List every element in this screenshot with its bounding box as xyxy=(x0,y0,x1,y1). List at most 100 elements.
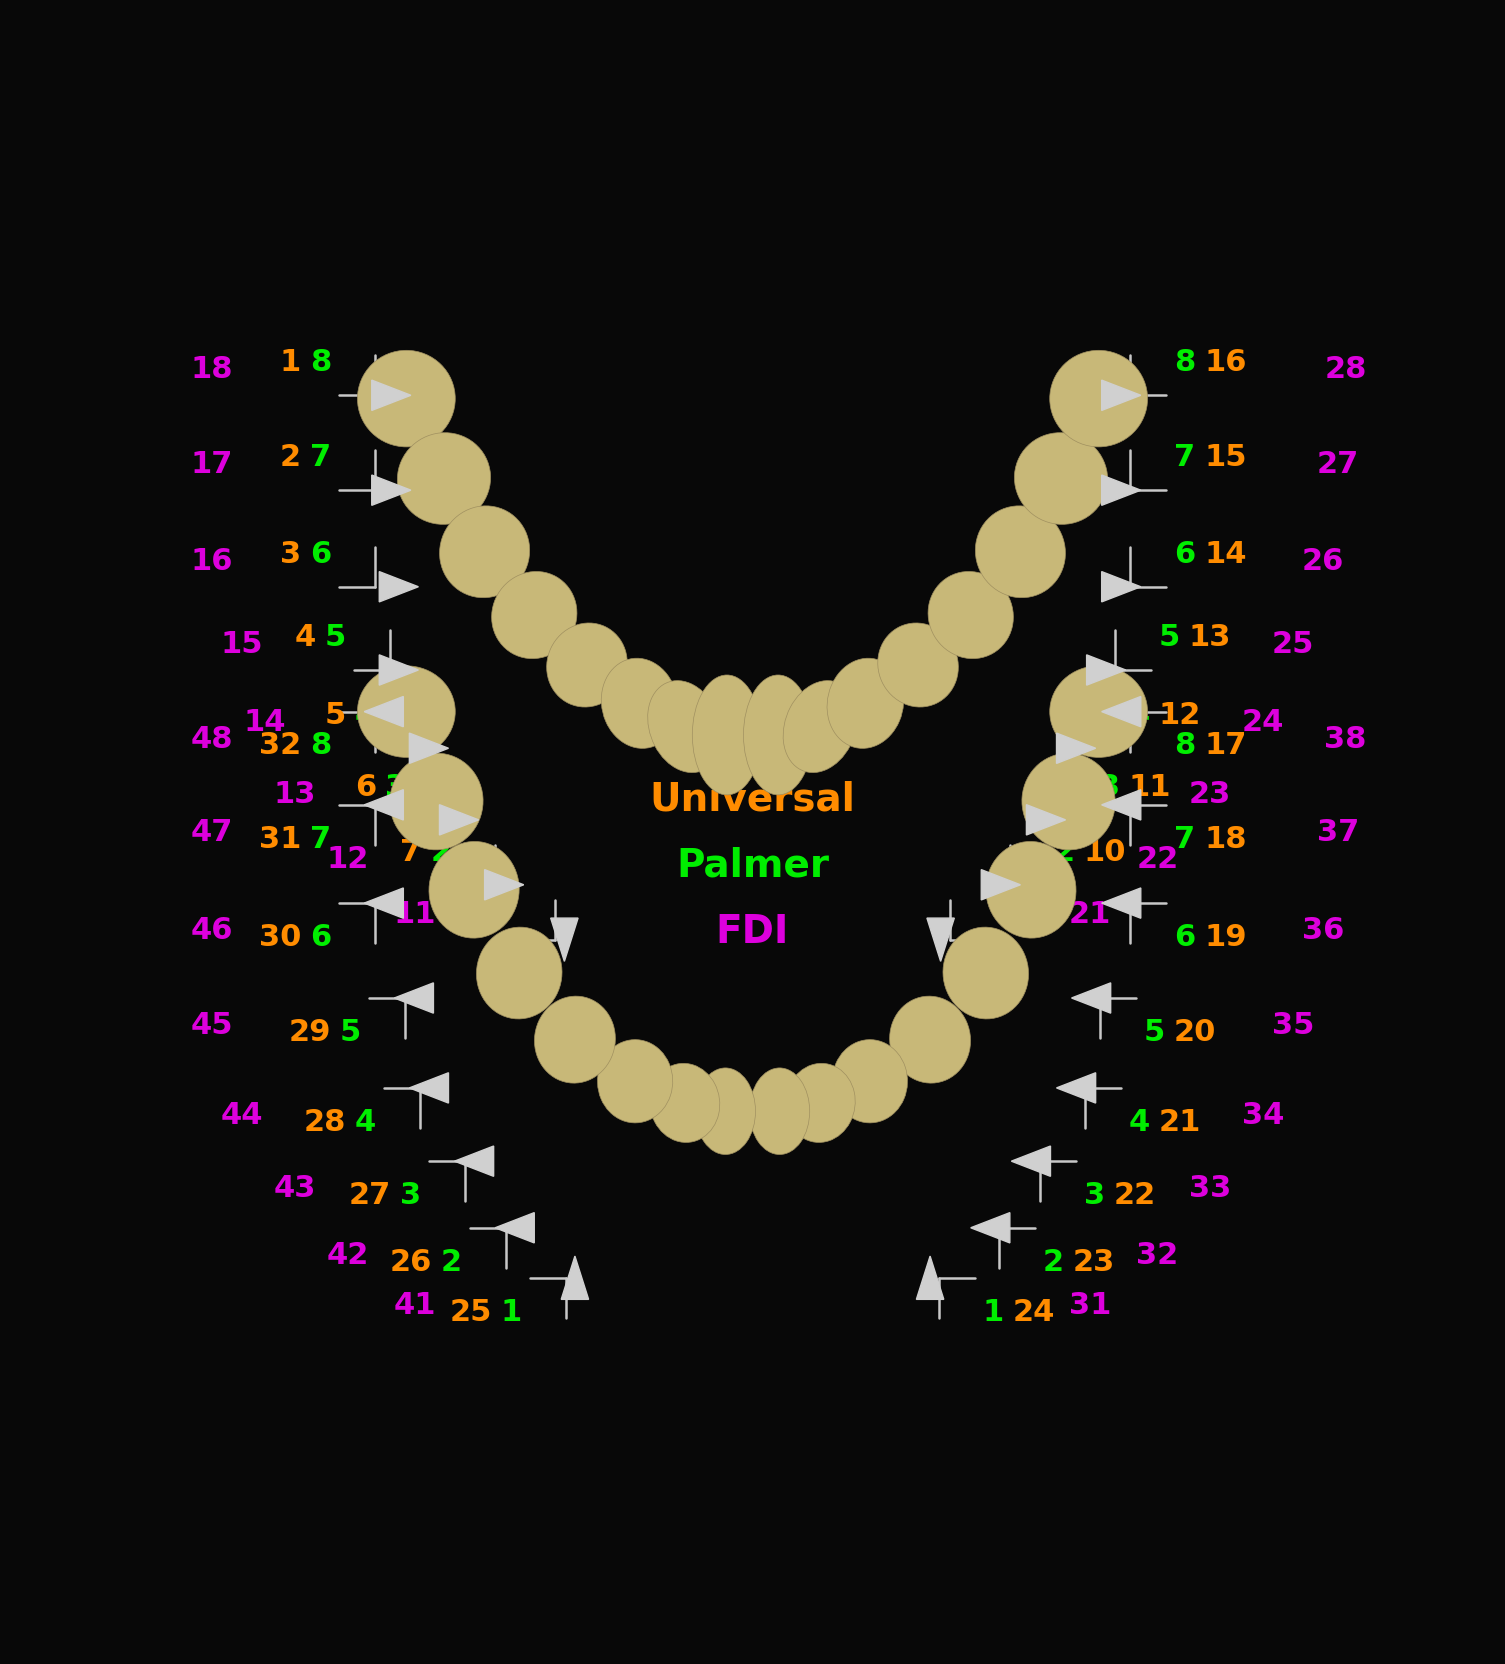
Polygon shape xyxy=(561,1256,588,1300)
Polygon shape xyxy=(1102,790,1141,820)
Polygon shape xyxy=(551,919,578,962)
Text: 18: 18 xyxy=(1204,824,1246,854)
Polygon shape xyxy=(495,1213,534,1243)
Polygon shape xyxy=(1102,889,1141,919)
Text: 34: 34 xyxy=(1242,1100,1284,1130)
Text: 8: 8 xyxy=(1174,730,1195,760)
Text: 12: 12 xyxy=(1159,701,1201,730)
Ellipse shape xyxy=(650,1063,719,1143)
Text: FDI: FDI xyxy=(716,914,789,950)
Text: 46: 46 xyxy=(191,915,233,945)
Text: 23: 23 xyxy=(1073,1246,1115,1276)
Ellipse shape xyxy=(975,506,1066,599)
Text: 4: 4 xyxy=(355,1107,376,1137)
Polygon shape xyxy=(379,656,418,686)
Text: 2: 2 xyxy=(280,443,301,473)
Text: 17: 17 xyxy=(191,449,233,479)
Text: 7: 7 xyxy=(400,837,421,867)
Polygon shape xyxy=(1102,381,1141,411)
Ellipse shape xyxy=(358,667,456,759)
Ellipse shape xyxy=(889,997,971,1083)
Ellipse shape xyxy=(534,997,616,1083)
Polygon shape xyxy=(409,1073,448,1103)
Text: 1: 1 xyxy=(983,1296,1004,1326)
Text: 16: 16 xyxy=(191,546,233,576)
Text: 37: 37 xyxy=(1317,817,1359,847)
Text: 13: 13 xyxy=(1189,622,1231,652)
Polygon shape xyxy=(927,919,954,962)
Text: 14: 14 xyxy=(244,707,286,737)
Ellipse shape xyxy=(929,572,1013,659)
Text: 25: 25 xyxy=(450,1296,492,1326)
Ellipse shape xyxy=(597,1040,673,1123)
Text: 1: 1 xyxy=(501,1296,522,1326)
Text: 24: 24 xyxy=(1242,707,1284,737)
Text: 24: 24 xyxy=(1013,1296,1055,1326)
Text: 26: 26 xyxy=(1302,546,1344,576)
Text: 5: 5 xyxy=(1159,622,1180,652)
Polygon shape xyxy=(1057,734,1096,764)
Text: 36: 36 xyxy=(1302,915,1344,945)
Text: 4: 4 xyxy=(295,622,316,652)
Text: 13: 13 xyxy=(274,779,316,809)
Text: Palmer: Palmer xyxy=(676,847,829,884)
Text: 30: 30 xyxy=(259,922,301,952)
Text: 48: 48 xyxy=(191,724,233,754)
Ellipse shape xyxy=(439,506,530,599)
Text: 7: 7 xyxy=(310,443,331,473)
Text: 29: 29 xyxy=(289,1017,331,1047)
Text: 43: 43 xyxy=(274,1173,316,1203)
Polygon shape xyxy=(1072,983,1111,1013)
Text: 1: 1 xyxy=(280,348,301,378)
Text: 27: 27 xyxy=(349,1180,391,1210)
Text: 5: 5 xyxy=(325,622,346,652)
Ellipse shape xyxy=(1050,351,1147,448)
Polygon shape xyxy=(439,805,479,835)
Text: 6: 6 xyxy=(1174,539,1195,569)
Polygon shape xyxy=(1102,476,1141,506)
Text: Universal: Universal xyxy=(650,780,855,817)
Polygon shape xyxy=(981,870,1020,900)
Text: 6: 6 xyxy=(310,539,331,569)
Text: 12: 12 xyxy=(327,844,369,874)
Text: 20: 20 xyxy=(1174,1017,1216,1047)
Text: 33: 33 xyxy=(1189,1173,1231,1203)
Text: 32: 32 xyxy=(1136,1240,1178,1270)
Text: 38: 38 xyxy=(1324,724,1367,754)
Ellipse shape xyxy=(477,927,561,1020)
Polygon shape xyxy=(394,983,433,1013)
Polygon shape xyxy=(1026,805,1066,835)
Text: 11: 11 xyxy=(1129,772,1171,802)
Text: 2: 2 xyxy=(441,1246,462,1276)
Polygon shape xyxy=(372,381,411,411)
Text: 6: 6 xyxy=(1174,922,1195,952)
Text: 6: 6 xyxy=(355,772,376,802)
Text: 3: 3 xyxy=(1099,772,1120,802)
Text: 41: 41 xyxy=(394,1290,436,1320)
Ellipse shape xyxy=(832,1040,908,1123)
Ellipse shape xyxy=(358,351,456,448)
Ellipse shape xyxy=(1014,433,1108,526)
Text: 3: 3 xyxy=(385,772,406,802)
Text: 22: 22 xyxy=(1136,844,1178,874)
Text: 26: 26 xyxy=(390,1246,432,1276)
Text: 15: 15 xyxy=(1204,443,1246,473)
Text: 47: 47 xyxy=(191,817,233,847)
Text: 21: 21 xyxy=(1159,1107,1201,1137)
Polygon shape xyxy=(1102,697,1141,727)
Text: 16: 16 xyxy=(1204,348,1246,378)
Text: 23: 23 xyxy=(1189,779,1231,809)
Ellipse shape xyxy=(749,1068,810,1155)
Text: 4: 4 xyxy=(1129,701,1150,730)
Text: 8: 8 xyxy=(461,892,482,922)
Text: 42: 42 xyxy=(327,1240,369,1270)
Text: 31: 31 xyxy=(1069,1290,1111,1320)
Text: 7: 7 xyxy=(310,824,331,854)
Ellipse shape xyxy=(743,676,813,795)
Ellipse shape xyxy=(877,624,959,707)
Ellipse shape xyxy=(429,842,519,938)
Text: 6: 6 xyxy=(310,922,331,952)
Text: 5: 5 xyxy=(1144,1017,1165,1047)
Text: 14: 14 xyxy=(1204,539,1246,569)
Text: 22: 22 xyxy=(1114,1180,1156,1210)
